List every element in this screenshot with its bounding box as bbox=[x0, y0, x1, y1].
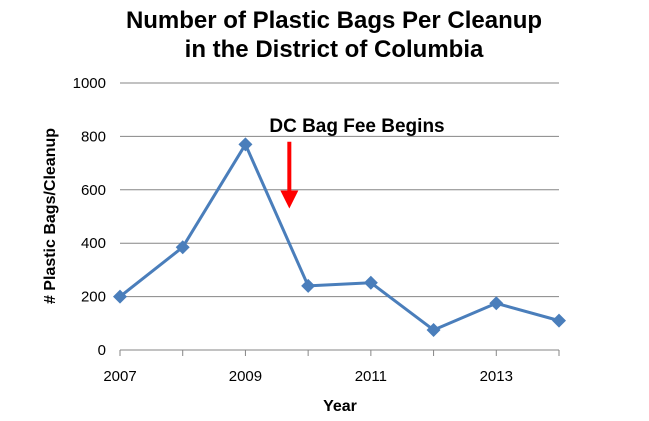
chart-title: Number of Plastic Bags Per Cleanup bbox=[126, 7, 542, 34]
data-point-marker bbox=[552, 313, 566, 328]
annotation-text: DC Bag Fee Begins bbox=[269, 116, 444, 137]
data-point-marker bbox=[238, 137, 253, 152]
y-axis-ticks: 0 200 400 600 800 1000 bbox=[73, 75, 106, 359]
data-point-marker bbox=[426, 322, 441, 337]
x-tick-label: 2013 bbox=[480, 368, 513, 385]
y-tick-label: 800 bbox=[81, 128, 106, 145]
y-tick-label: 600 bbox=[81, 182, 106, 199]
x-tick-label: 2009 bbox=[229, 368, 262, 385]
chart-subtitle: in the District of Columbia bbox=[185, 36, 484, 63]
data-point-marker bbox=[363, 275, 378, 290]
x-axis-label: Year bbox=[323, 398, 357, 415]
y-tick-label: 1000 bbox=[73, 75, 106, 92]
data-point-marker bbox=[489, 296, 504, 311]
x-tick-label: 2011 bbox=[355, 368, 387, 385]
data-point-marker bbox=[175, 240, 190, 255]
data-point-marker bbox=[113, 289, 127, 304]
y-tick-label: 0 bbox=[98, 342, 106, 359]
y-axis-label: # Plastic Bags/Cleanup bbox=[42, 128, 59, 304]
series-group bbox=[113, 137, 566, 337]
gridlines bbox=[120, 82, 559, 298]
data-point-marker bbox=[301, 278, 316, 293]
series-line bbox=[119, 142, 560, 332]
x-axis-ticks: 2007 2009 2011 2013 bbox=[103, 350, 560, 385]
x-tick-label: 2007 bbox=[103, 368, 136, 385]
y-tick-label: 200 bbox=[81, 289, 106, 306]
annotation-group: DC Bag Fee Begins bbox=[269, 116, 445, 209]
y-tick-label: 400 bbox=[81, 235, 106, 252]
annotation-arrow-head bbox=[280, 190, 299, 209]
